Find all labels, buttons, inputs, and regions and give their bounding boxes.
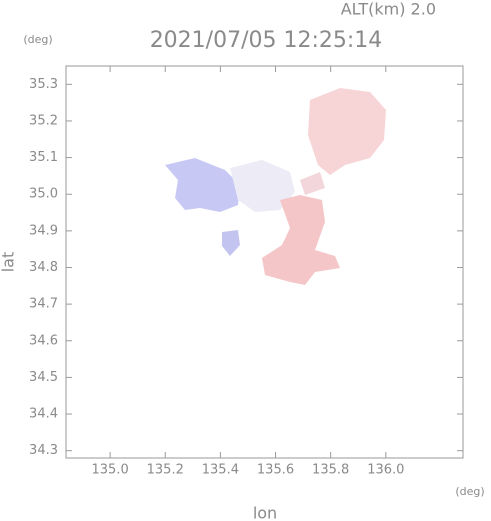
chart-subtitle: ALT(km) 2.0 [341, 0, 436, 19]
x-tick-label: 135.2 [147, 463, 184, 478]
y-tick-label: 34.5 [29, 370, 58, 385]
echo-pink-south [262, 195, 340, 285]
y-tick-label: 34.4 [29, 407, 58, 422]
y-tick-label: 35.3 [29, 77, 58, 92]
x-tick-label: 135.0 [92, 463, 129, 478]
x-tick-label: 135.6 [257, 463, 294, 478]
y-unit: (deg) [23, 33, 52, 46]
x-tick-label: 135.4 [202, 463, 239, 478]
chart-title: 2021/07/05 12:25:14 [150, 28, 383, 53]
x-tick-label: 135.8 [312, 463, 349, 478]
x-unit: (deg) [455, 485, 484, 498]
y-tick-label: 34.8 [29, 260, 58, 275]
y-tick-label: 34.9 [29, 223, 58, 238]
echo-blue [165, 158, 240, 212]
y-tick-label: 34.6 [29, 333, 58, 348]
echo-pink-north [308, 88, 386, 175]
y-axis-label: lat [0, 252, 18, 273]
y-tick-label: 34.3 [29, 443, 58, 458]
x-tick-label: 136.0 [367, 463, 404, 478]
y-tick-label: 35.2 [29, 113, 58, 128]
echo-blue-small [222, 230, 240, 256]
echo-pink-link [300, 172, 325, 195]
y-tick-label: 35.1 [29, 150, 58, 165]
y-tick-label: 34.7 [29, 297, 58, 312]
y-tick-label: 35.0 [29, 187, 58, 202]
plot-frame [65, 65, 464, 459]
x-axis-label: lon [253, 504, 277, 521]
echo-field [165, 88, 386, 285]
echo-white [230, 160, 295, 212]
